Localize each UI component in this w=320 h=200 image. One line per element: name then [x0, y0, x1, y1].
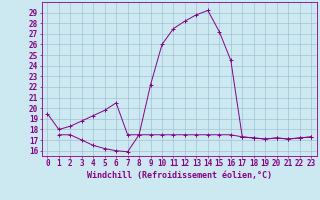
X-axis label: Windchill (Refroidissement éolien,°C): Windchill (Refroidissement éolien,°C) — [87, 171, 272, 180]
